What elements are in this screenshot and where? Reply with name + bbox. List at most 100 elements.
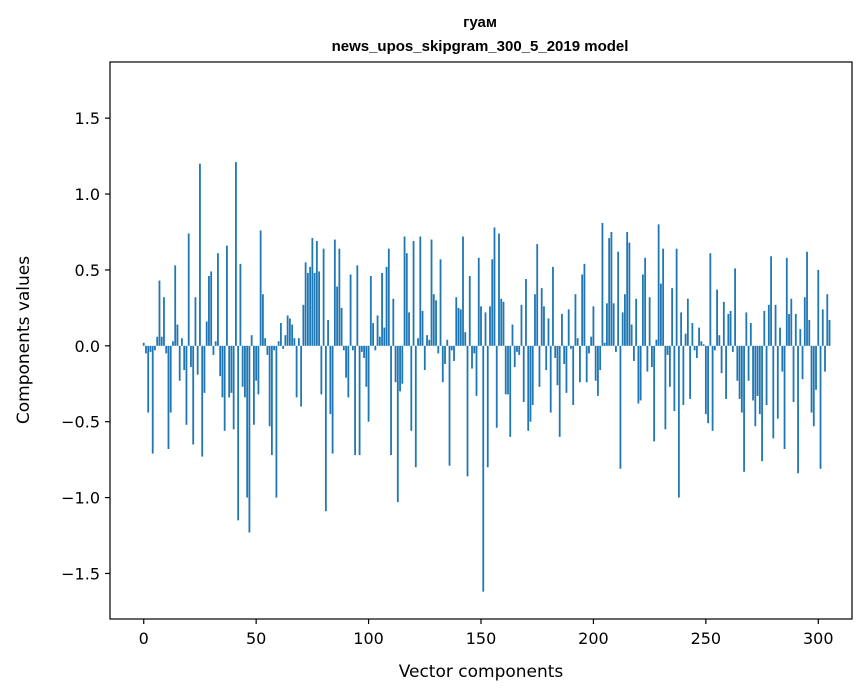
bar-200 — [592, 306, 595, 346]
bar-234 — [668, 345, 671, 387]
bar-76 — [313, 272, 316, 346]
bar-101 — [369, 276, 372, 346]
bar-106 — [381, 272, 383, 346]
bar-87 — [338, 248, 341, 346]
bar-158 — [498, 233, 500, 346]
bar-59 — [275, 345, 278, 498]
bar-208 — [610, 231, 613, 346]
bar-239 — [680, 312, 683, 346]
bar-116 — [403, 236, 406, 346]
bar-83 — [329, 345, 332, 415]
bar-42 — [237, 345, 240, 521]
bar-303 — [824, 345, 826, 372]
bar-38 — [228, 345, 231, 398]
bar-32 — [214, 341, 217, 346]
bar-271 — [752, 345, 754, 401]
bar-240 — [682, 345, 685, 405]
bar-188 — [565, 345, 568, 393]
bar-267 — [743, 345, 745, 472]
bar-46 — [246, 345, 249, 498]
bar-175 — [536, 244, 539, 346]
bar-74 — [309, 266, 312, 346]
bar-225 — [648, 297, 651, 346]
bar-141 — [459, 309, 462, 346]
bar-22 — [192, 345, 195, 445]
bar-190 — [570, 345, 572, 349]
bar-150 — [480, 306, 482, 346]
bar-220 — [637, 345, 640, 404]
bar-269 — [747, 345, 750, 381]
bar-213 — [621, 312, 624, 346]
bar-198 — [588, 345, 590, 354]
bar-304 — [826, 294, 829, 346]
bar-45 — [244, 345, 246, 398]
bar-155 — [491, 259, 494, 346]
bar-13 — [172, 341, 174, 346]
bar-278 — [767, 304, 770, 346]
bar-93 — [351, 345, 354, 351]
bar-243 — [689, 345, 692, 399]
bar-140 — [457, 307, 460, 346]
bar-152 — [484, 312, 487, 346]
bar-127 — [428, 339, 431, 346]
bar-28 — [205, 321, 208, 346]
bar-282 — [776, 345, 779, 419]
bar-199 — [590, 336, 593, 346]
bar-184 — [556, 345, 559, 386]
bar-296 — [808, 320, 811, 346]
bar-58 — [273, 345, 276, 351]
bar-24 — [196, 345, 199, 375]
bar-31 — [212, 345, 215, 355]
bar-137 — [450, 345, 453, 351]
bar-209 — [612, 303, 615, 346]
bar-295 — [806, 251, 808, 346]
bar-273 — [756, 345, 759, 396]
bar-286 — [785, 257, 788, 346]
bar-67 — [293, 338, 296, 346]
bar-135 — [446, 339, 449, 346]
bar-292 — [799, 329, 802, 346]
bar-262 — [731, 345, 734, 352]
bar-160 — [502, 301, 505, 346]
bar-147 — [473, 345, 476, 354]
bar-241 — [684, 333, 687, 346]
bar-183 — [554, 345, 557, 358]
bar-125 — [423, 345, 426, 371]
bar-97 — [360, 345, 363, 352]
bar-65 — [288, 318, 291, 346]
bar-142 — [462, 236, 464, 346]
bar-3 — [149, 345, 152, 352]
bar-253 — [711, 345, 714, 431]
bar-298 — [812, 345, 815, 427]
bar-23 — [194, 297, 197, 346]
bar-186 — [561, 313, 563, 346]
bar-60 — [277, 341, 280, 346]
bar-172 — [529, 345, 532, 422]
x-tick-label: 150 — [466, 629, 497, 648]
bar-272 — [754, 345, 757, 427]
bar-181 — [549, 345, 552, 413]
bar-34 — [219, 345, 222, 377]
bar-159 — [500, 298, 503, 346]
bar-100 — [367, 345, 370, 422]
chart-subtitle: news_upos_skipgram_300_5_2019 model — [332, 38, 629, 55]
bar-185 — [558, 345, 561, 437]
bar-144 — [466, 345, 469, 477]
bar-56 — [268, 345, 271, 427]
y-tick-label: −1.5 — [61, 564, 100, 583]
x-tick-label: 300 — [803, 629, 834, 648]
bar-90 — [345, 345, 347, 378]
bar-252 — [709, 253, 712, 346]
bar-165 — [513, 345, 516, 368]
chart-title: гуам — [463, 14, 497, 31]
bar-222 — [641, 274, 644, 346]
bar-18 — [183, 345, 186, 371]
bar-228 — [655, 339, 658, 346]
bar-265 — [738, 345, 741, 399]
bar-33 — [217, 253, 219, 346]
bar-148 — [475, 345, 478, 396]
bar-164 — [511, 324, 514, 346]
bar-202 — [597, 345, 599, 396]
y-tick-label: 0.5 — [75, 261, 100, 280]
